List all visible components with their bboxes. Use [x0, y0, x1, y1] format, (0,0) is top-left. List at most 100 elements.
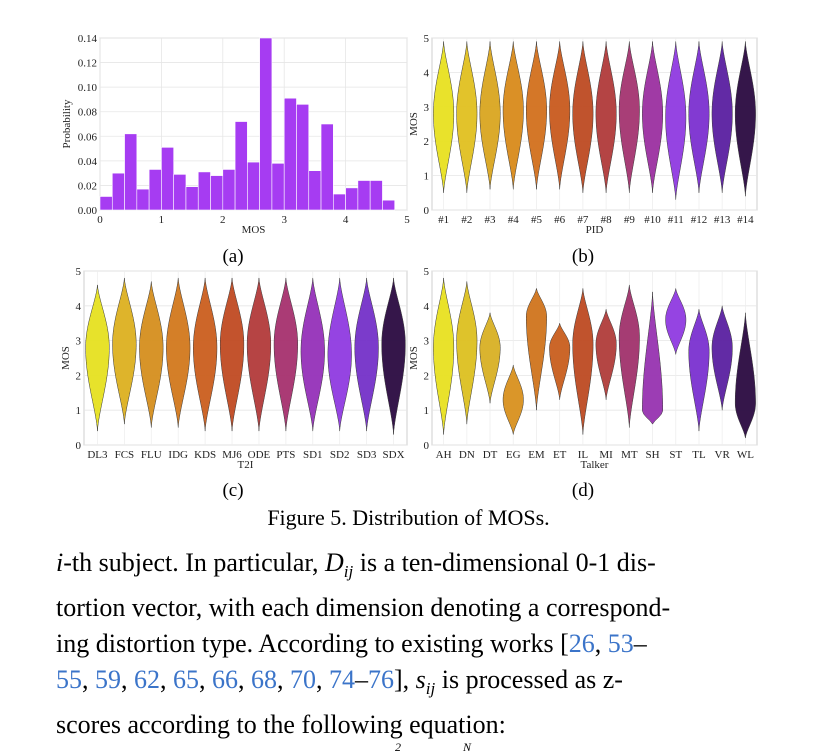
violin	[381, 277, 406, 435]
y-axis-label: MOS	[408, 112, 420, 136]
x-tick-label: #8	[601, 214, 613, 226]
violin	[139, 281, 164, 428]
text-segment: ,	[594, 629, 608, 659]
citation-link[interactable]: 76	[368, 665, 394, 695]
y-axis-label: MOS	[60, 346, 72, 370]
y-tick-label: 0.08	[78, 107, 98, 119]
x-tick-label: FLU	[141, 449, 162, 461]
text-segment: is a ten-dimensional 0-1 dis-	[353, 548, 656, 577]
violin	[85, 284, 110, 432]
y-tick-label: 1	[424, 171, 430, 183]
panel-b-label: (b)	[571, 246, 595, 267]
violin	[526, 41, 547, 190]
math-symbol: i	[56, 548, 64, 577]
histogram-bar	[357, 180, 371, 211]
violin	[595, 41, 617, 193]
histogram-bar	[111, 172, 125, 211]
math-symbol: D	[325, 548, 344, 577]
y-tick-label: 0.10	[78, 82, 98, 94]
violin	[688, 41, 710, 193]
citation-link[interactable]: 65	[173, 665, 199, 695]
y-tick-label: 5	[424, 33, 430, 45]
violin	[549, 322, 571, 400]
histogram-bar	[222, 169, 236, 211]
citation-link[interactable]: 68	[251, 665, 277, 695]
y-tick-label: 4	[424, 67, 430, 79]
x-tick-label: ET	[553, 449, 567, 461]
citation-link[interactable]: 53	[607, 629, 634, 659]
math-symbol: s	[415, 665, 426, 695]
panel-a-label: (a)	[222, 246, 244, 267]
x-tick-label: #13	[714, 214, 731, 226]
x-axis-label: PID	[586, 224, 604, 236]
x-tick-label: 4	[343, 214, 349, 226]
paragraph-line: i-th subject. In particular, Dij is a te…	[56, 545, 766, 590]
violin	[688, 309, 710, 432]
violin	[433, 277, 455, 435]
x-axis-label: MOS	[242, 224, 266, 236]
y-tick-label: 0	[424, 440, 430, 452]
violin	[734, 312, 756, 439]
x-axis-label: Talker	[581, 459, 609, 471]
histogram-bar	[382, 199, 396, 211]
text-segment: ,	[238, 665, 251, 695]
y-tick-label: 2	[424, 136, 430, 148]
violin	[479, 41, 501, 190]
math-symbol: ij	[425, 679, 436, 699]
citation-link[interactable]: 59	[95, 665, 121, 695]
y-tick-label: 5	[424, 266, 430, 278]
text-segment: –	[355, 665, 368, 695]
violin	[642, 41, 664, 193]
text-segment: ,	[160, 665, 173, 695]
y-axis-label: Probability	[61, 99, 73, 148]
x-tick-label: MI	[599, 449, 613, 461]
panel-c-label: (c)	[222, 480, 244, 501]
x-tick-label: 5	[404, 214, 410, 226]
x-tick-label: #1	[438, 214, 449, 226]
figure-5: 0.00 0.02 0.04 0.06 0.08 0.10 0.12 0.14 0 1 2 3 4 5 MO…	[60, 33, 758, 471]
histogram-bar	[345, 187, 359, 211]
text-segment: ,	[316, 665, 329, 695]
violin	[479, 312, 501, 404]
histogram-bar	[173, 174, 187, 211]
y-tick-label: 3	[424, 336, 430, 348]
x-tick-label: ST	[669, 449, 682, 461]
violin	[300, 277, 325, 432]
x-tick-label: 1	[159, 214, 165, 226]
histogram-bar	[259, 37, 273, 211]
citation-link[interactable]: 55	[56, 665, 82, 695]
y-tick-label: 0	[424, 205, 430, 217]
citation-link[interactable]: 62	[134, 665, 160, 695]
histogram-bar	[308, 170, 322, 211]
text-segment: ing distortion type. According to existi…	[56, 629, 569, 659]
x-tick-label: FCS	[115, 449, 135, 461]
violin	[433, 41, 455, 193]
y-tick-label: 1	[424, 405, 430, 417]
x-tick-label: 0	[97, 214, 103, 226]
citation-link[interactable]: 74	[329, 665, 355, 695]
x-tick-label: 2	[220, 214, 226, 226]
x-tick-label: #4	[508, 214, 520, 226]
citation-link[interactable]: 66	[212, 665, 238, 695]
violin	[456, 281, 478, 425]
x-tick-label: IL	[578, 449, 589, 461]
x-tick-label: MJ6	[222, 449, 242, 461]
text-segment: ,	[121, 665, 134, 695]
citation-link[interactable]: 26	[568, 629, 595, 659]
violin	[525, 287, 547, 411]
y-tick-label: 0.00	[78, 205, 98, 217]
citation-link[interactable]: 70	[290, 665, 316, 695]
violin	[193, 277, 218, 432]
x-tick-label: #6	[554, 214, 566, 226]
violin	[711, 305, 733, 411]
violin	[246, 277, 272, 432]
x-tick-label: SDX	[383, 449, 405, 461]
violin	[327, 277, 352, 432]
histogram-bar	[210, 175, 224, 211]
violin	[112, 277, 137, 425]
equation-fragment-2: N	[463, 740, 472, 754]
text-segment: tortion vector, with each dimension deno…	[56, 593, 671, 623]
text-segment: ,	[82, 665, 95, 695]
x-tick-label: SH	[646, 449, 660, 461]
x-tick-label: 3	[281, 214, 287, 226]
